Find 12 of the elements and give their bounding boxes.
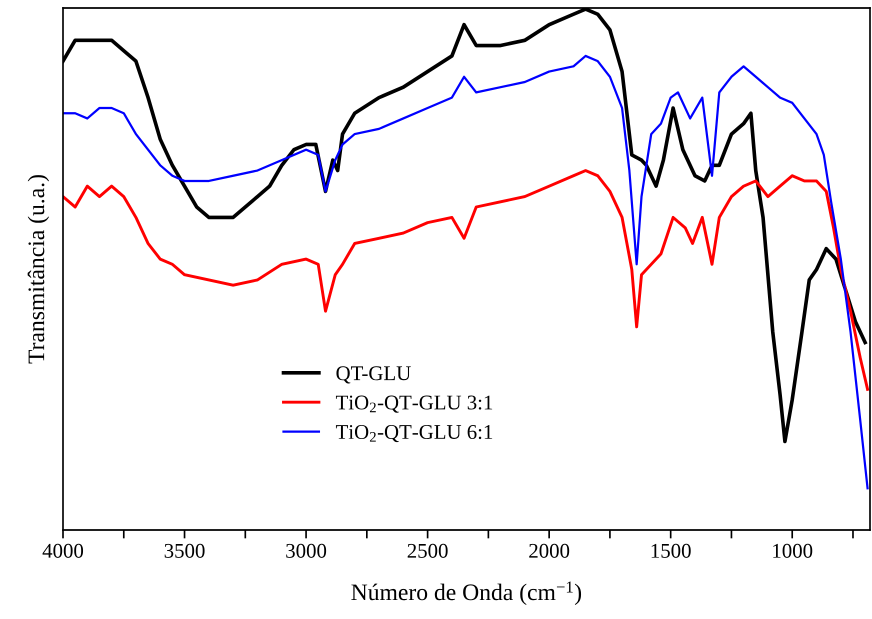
x-tick-label: 2500 — [408, 544, 448, 558]
x-tick-label: 3000 — [286, 544, 326, 558]
y-axis-title: Transmitância (u.a.) — [28, 175, 50, 364]
legend-label: TiO$_{2}$-QT-GLU 6:1 — [336, 424, 492, 442]
x-tick-label: 1000 — [773, 544, 812, 558]
x-tick-label: 3500 — [164, 544, 205, 558]
legend-label: TiO$_{2}$-QT-GLU 3:1 — [336, 396, 492, 413]
x-tick-label: 1500 — [652, 544, 691, 558]
legend-label: QT-GLU — [336, 366, 411, 384]
x-tick-label: 4000 — [42, 544, 84, 558]
x-tick-label: 2000 — [529, 544, 570, 558]
x-axis-title: Número de Onda (cm$^{−1}$) — [351, 582, 582, 606]
